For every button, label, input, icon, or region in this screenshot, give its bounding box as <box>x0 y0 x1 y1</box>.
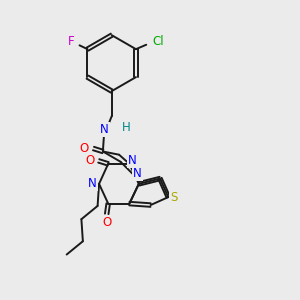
Text: F: F <box>68 35 75 48</box>
Text: N: N <box>133 167 142 180</box>
Text: N: N <box>128 154 137 167</box>
Text: Cl: Cl <box>152 35 164 48</box>
Text: O: O <box>79 142 88 155</box>
Text: O: O <box>102 216 111 229</box>
Text: H: H <box>122 122 131 134</box>
Text: S: S <box>170 190 177 204</box>
Text: O: O <box>85 154 94 167</box>
Text: N: N <box>88 177 97 190</box>
Text: N: N <box>100 123 109 136</box>
